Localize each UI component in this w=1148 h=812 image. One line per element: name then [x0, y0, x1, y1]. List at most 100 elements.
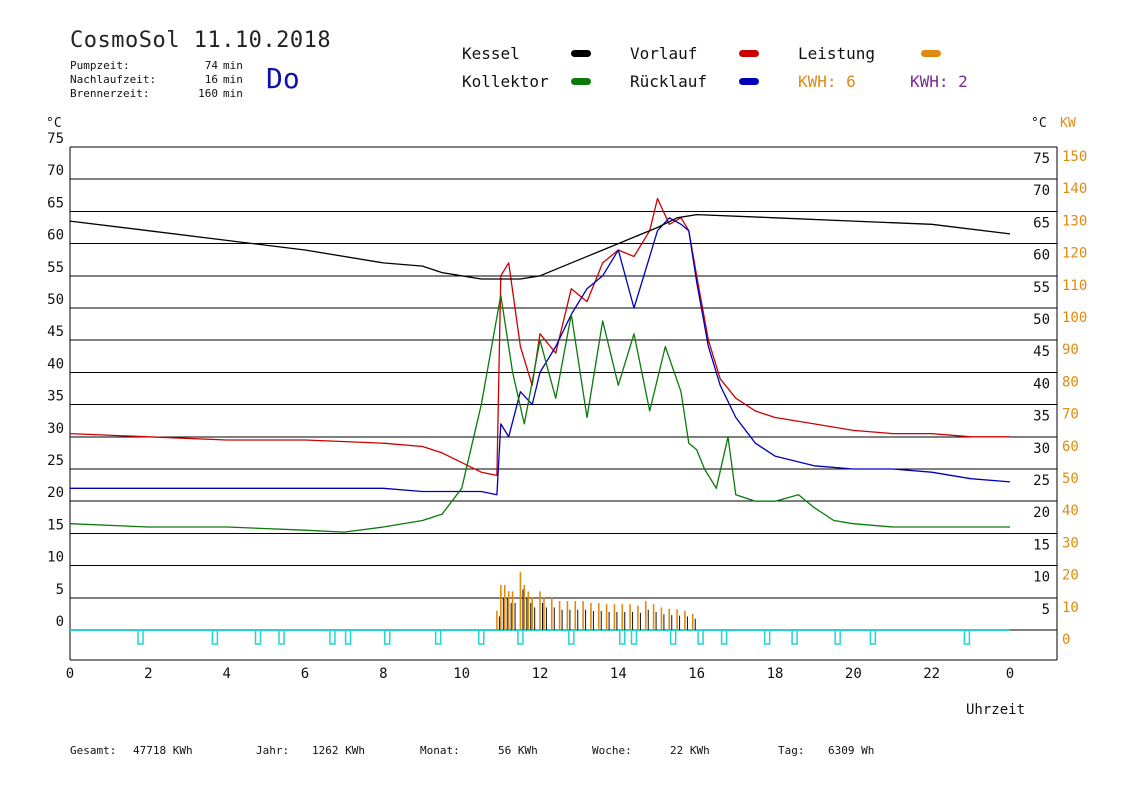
weekday-label: Do: [266, 62, 300, 95]
y-tick-labels-right: 5 10 15 20 25 30 35 40 45 50 55 60 65 70 75: [1033, 151, 1050, 618]
legend-kwh-solar: KWH: 6: [798, 72, 856, 91]
y2-tick-label: 110: [1062, 278, 1087, 294]
y-tick-label-right: 70: [1033, 183, 1050, 199]
pump-cycle-mark: [763, 629, 771, 645]
footer-monat-value: 56 KWh: [498, 744, 538, 757]
y2-tick-label: 20: [1062, 568, 1079, 584]
y-tick-label-right: 60: [1033, 248, 1050, 264]
y-tick-label-right: 5: [1042, 602, 1050, 618]
footer-tag-label: Tag:: [778, 744, 805, 757]
y-tick-label-right: 45: [1033, 344, 1050, 360]
y-tick-label: 30: [47, 421, 64, 437]
grid-lines: [69, 146, 1058, 661]
pump-cycle-mark: [568, 629, 575, 645]
footer-tag-value: 6309 Wh: [828, 744, 875, 757]
x-axis-label: Uhrzeit: [966, 702, 1026, 718]
legend-kwh-burner: KWH: 2: [910, 72, 968, 91]
pump-cycle-mark: [834, 629, 841, 645]
footer-woche-label: Woche:: [592, 744, 632, 757]
y-tick-label: 45: [47, 324, 64, 340]
y-tick-label-right: 40: [1033, 376, 1050, 392]
x-tick-label: 18: [767, 666, 784, 682]
pump-cycle-mark: [478, 629, 485, 645]
stat-brennerzeit: Brennerzeit: 160 min: [70, 87, 243, 100]
footer-woche-value: 22 KWh: [670, 744, 710, 757]
pump-cycle-mark: [434, 629, 442, 645]
y-tick-label: 70: [47, 163, 64, 179]
x-tick-label: 2: [144, 666, 152, 682]
pump-cycle-mark: [211, 629, 219, 645]
left-axis-unit: °C: [46, 116, 62, 131]
x-tick-label: 12: [532, 666, 549, 682]
pump-cycle-mark: [630, 629, 638, 645]
y-tick-label-right: 30: [1033, 441, 1050, 457]
footer-monat-label: Monat:: [420, 744, 460, 757]
y2-tick-label: 80: [1062, 374, 1079, 390]
y2-tick-label: 60: [1062, 439, 1079, 455]
y-tick-labels-kw: 0 10 20 30 40 50 60 70 80 90 100 110 120 130 140 150: [1062, 149, 1087, 648]
legend-leistung-swatch: [921, 50, 941, 57]
footer-jahr-label: Jahr:: [256, 744, 290, 757]
y2-tick-label: 120: [1062, 246, 1087, 262]
stat-unit: min: [223, 73, 243, 86]
y2-tick-label: 140: [1062, 181, 1087, 197]
pump-cycle-mark: [278, 629, 285, 645]
legend-ruecklauf-label: Rücklauf: [630, 72, 708, 91]
x-tick-label: 4: [222, 666, 230, 682]
pump-cycle-mark: [963, 629, 971, 645]
legend-leistung-label: Leistung: [798, 44, 876, 63]
pump-cycle-mark: [254, 629, 262, 645]
y-tick-label-right: 55: [1033, 280, 1050, 296]
pump-cycles: [70, 629, 1010, 645]
legend-kessel-swatch: [571, 50, 591, 57]
y-tick-label: 65: [47, 195, 64, 211]
y-tick-label: 10: [47, 550, 64, 566]
stat-value: 160: [198, 87, 218, 100]
series-line-vorlauf: [69, 197, 1010, 477]
y-tick-label: 20: [47, 485, 64, 501]
y2-tick-label: 0: [1062, 632, 1070, 648]
y2-tick-label: 40: [1062, 503, 1079, 519]
footer-jahr-value: 1262 KWh: [312, 744, 365, 757]
y-tick-labels-left: 0 5 10 15 20 25 30 35 40 45 50 55 60 65 70 75: [47, 131, 64, 630]
series-line-kessel: [69, 213, 1011, 280]
pump-cycle-mark: [720, 629, 728, 645]
y2-tick-label: 10: [1062, 600, 1079, 616]
pump-cycle-mark: [619, 629, 626, 645]
y-tick-label: 60: [47, 228, 64, 244]
pump-cycle-mark: [329, 629, 336, 645]
y-tick-label-right: 35: [1033, 409, 1050, 425]
y-tick-label: 5: [56, 582, 64, 598]
y-tick-label: 50: [47, 292, 64, 308]
stat-nachlaufzeit: Nachlaufzeit: 16 min: [70, 73, 243, 86]
stat-unit: min: [223, 87, 243, 100]
y2-tick-label: 100: [1062, 310, 1087, 326]
y-tick-label-right: 75: [1033, 151, 1050, 167]
stat-label: Pumpzeit:: [70, 59, 130, 72]
y-tick-label-right: 25: [1033, 473, 1050, 489]
pump-cycle-mark: [137, 629, 144, 645]
x-tick-label: 14: [610, 666, 627, 682]
x-tick-label: 0: [66, 666, 74, 682]
leistung-bars: [496, 572, 696, 630]
y-tick-label: 0: [56, 614, 64, 630]
stat-label: Brennerzeit:: [70, 87, 150, 100]
footer-gesamt-label: Gesamt:: [70, 744, 117, 757]
y2-tick-label: 50: [1062, 471, 1079, 487]
stat-value: 74: [204, 59, 218, 72]
y-tick-label-right: 50: [1033, 312, 1050, 328]
stat-label: Nachlaufzeit:: [70, 73, 157, 86]
legend-kollektor-swatch: [571, 78, 591, 85]
pump-cycle-mark: [697, 629, 704, 645]
pump-cycle-mark: [384, 629, 391, 645]
legend-kessel-label: Kessel: [462, 44, 520, 63]
x-tick-label: 20: [845, 666, 862, 682]
pump-cycle-mark: [791, 629, 798, 645]
y2-tick-label: 130: [1062, 213, 1087, 229]
legend-kollektor-label: Kollektor: [462, 72, 549, 91]
legend-ruecklauf-swatch: [739, 78, 759, 85]
y2-tick-label: 90: [1062, 342, 1079, 358]
stat-pumpzeit: Pumpzeit: 74 min: [70, 59, 243, 72]
y-tick-label-right: 10: [1033, 570, 1050, 586]
